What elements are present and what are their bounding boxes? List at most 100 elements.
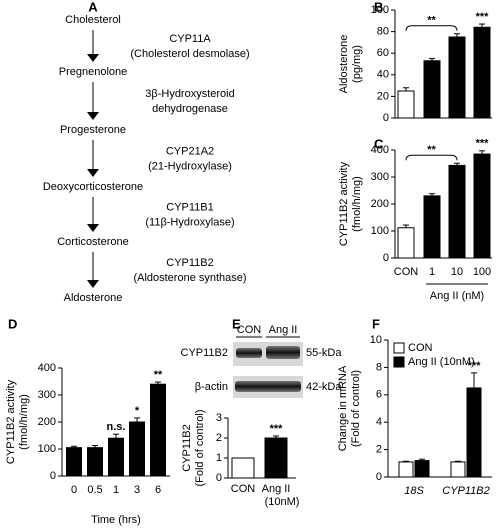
y-tick-label: 0 — [383, 112, 389, 124]
annotation: ** — [427, 144, 436, 156]
annotation: *** — [476, 138, 490, 150]
compound: Pregnenolone — [59, 66, 128, 78]
enzyme: CYP11B1 — [166, 201, 214, 213]
bar — [423, 60, 441, 119]
compound: Cholesterol — [65, 14, 121, 26]
y-tick-label: 100 — [371, 225, 389, 237]
compound: Deoxycorticosterone — [43, 181, 143, 193]
y-tick-label: 1 — [216, 452, 222, 464]
x-tick-label: 100 — [473, 266, 491, 278]
y-tick-label: 300 — [371, 171, 389, 183]
protein-label: CYP11B2 — [181, 347, 229, 359]
bar — [397, 90, 415, 119]
y-tick-label: 0 — [50, 470, 56, 482]
y-axis-label: CYP11B2 activity — [5, 379, 17, 464]
bar — [448, 164, 466, 259]
arrow-head — [87, 169, 99, 177]
y-axis-label: Change in mRNA — [337, 365, 349, 451]
enzyme: CYP11A — [169, 33, 211, 45]
enzyme: (11β-Hydroxylase) — [145, 216, 234, 228]
y-tick-label: 3 — [216, 412, 222, 424]
x-tick-label: (10nM) — [265, 496, 300, 508]
x-tick-label: CON — [231, 483, 256, 495]
compound: Corticosterone — [57, 236, 129, 248]
x-axis-label: Time (hrs) — [91, 514, 141, 526]
y-tick-label: 4 — [376, 416, 382, 428]
enzyme: CYP11B2 — [166, 257, 214, 269]
annotation: ** — [427, 15, 436, 27]
x-tick-label: 0.5 — [87, 484, 102, 496]
lane-label: CON — [237, 324, 262, 336]
y-axis-label: (fmol/h/mg) — [18, 394, 30, 450]
y-tick-label: 6 — [376, 389, 382, 401]
x-tick-label: 18S — [404, 485, 424, 497]
panel-letter: B — [374, 0, 383, 14]
y-axis-label: (Fold of control) — [350, 370, 362, 447]
bar — [66, 447, 82, 477]
x-tick-label: 6 — [155, 484, 161, 496]
panel-letter: A — [88, 0, 98, 14]
bar — [129, 421, 145, 477]
significance-bracket — [405, 154, 458, 161]
panel-letter: C — [374, 136, 384, 151]
y-tick-label: 80 — [377, 26, 389, 38]
annotation: *** — [270, 423, 284, 435]
y-tick-label: 100 — [38, 443, 56, 455]
arrow-head — [87, 112, 99, 120]
y-tick-label: 8 — [376, 361, 382, 373]
bar — [414, 460, 430, 478]
bar — [87, 447, 103, 477]
y-axis-label: CYP11B2 activity — [338, 161, 350, 246]
compound: Progesterone — [60, 124, 126, 136]
panel-letter: D — [8, 316, 17, 331]
bar — [264, 437, 288, 479]
bar — [108, 437, 124, 477]
x-tick-label: CON — [394, 266, 419, 278]
enzyme: CYP21A2 — [166, 145, 214, 157]
y-tick-label: 300 — [38, 389, 56, 401]
enzyme: (21-Hydroxylase) — [148, 160, 232, 172]
y-tick-label: 10 — [370, 334, 382, 346]
arrow-head — [87, 224, 99, 232]
blot-band — [236, 348, 262, 358]
y-tick-label: 0 — [376, 471, 382, 483]
x-tick-label: Ang II — [262, 483, 291, 495]
y-axis-label: CYP11B2 — [181, 424, 193, 472]
size-label: 42-kDa — [306, 381, 342, 393]
y-axis-label: (fmol/h/mg) — [351, 176, 363, 232]
legend-swatch — [393, 356, 405, 368]
y-axis-label: (Fold of control) — [194, 409, 206, 486]
enzyme: (Aldosterone synthase) — [133, 272, 246, 284]
blot-band — [266, 346, 300, 359]
x-tick-label: CYP11B2 — [442, 485, 490, 497]
arrow-head — [87, 280, 99, 288]
significance-bracket — [405, 25, 458, 31]
x-tick-label: 1 — [429, 266, 435, 278]
annotation: *** — [476, 11, 490, 23]
x-tick-label: 0 — [71, 484, 77, 496]
annotation: * — [135, 405, 140, 417]
annotation: ** — [154, 369, 163, 381]
x-tick-label: 3 — [134, 484, 140, 496]
bar — [448, 36, 466, 119]
panel-letter: F — [372, 316, 380, 331]
y-tick-label: 400 — [38, 362, 56, 374]
bar — [473, 26, 491, 119]
x-tick-label: 10 — [451, 266, 463, 278]
panel-letter: E — [232, 316, 241, 331]
legend-label: CON — [408, 342, 433, 354]
legend-swatch — [393, 342, 405, 354]
bar — [473, 153, 491, 259]
y-tick-label: 2 — [216, 432, 222, 444]
compound: Aldosterone — [64, 292, 123, 304]
arrow-head — [87, 54, 99, 62]
y-tick-label: 2 — [376, 444, 382, 456]
protein-label: β-actin — [195, 381, 228, 393]
x-axis-label: Ang II (nM) — [430, 290, 484, 302]
y-tick-label: 0 — [383, 252, 389, 264]
annotation: *** — [468, 360, 482, 372]
blot-band — [235, 381, 301, 392]
x-tick-label: 1 — [113, 484, 119, 496]
y-tick-label: 20 — [377, 90, 389, 102]
